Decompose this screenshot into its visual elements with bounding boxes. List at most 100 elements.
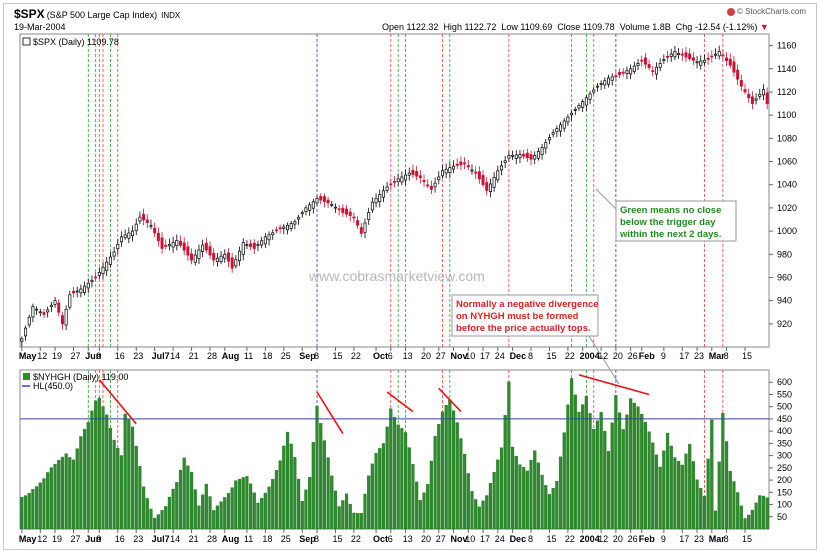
breadth-x-tick-label: Oct	[373, 534, 388, 544]
candle	[396, 178, 400, 183]
candle	[378, 194, 382, 202]
breadth-x-tick-label: 11	[244, 534, 253, 544]
breadth-bar	[581, 404, 585, 530]
breadth-bar	[426, 484, 430, 530]
candle	[57, 302, 61, 313]
candle	[393, 181, 396, 183]
breadth-bar	[673, 457, 677, 530]
candle	[422, 180, 426, 182]
candle	[651, 70, 655, 73]
breadth-bar	[761, 495, 766, 530]
candle	[116, 244, 120, 249]
breadth-bar	[396, 424, 400, 530]
breadth-bar	[27, 492, 31, 530]
price-x-tick-label: 13	[403, 351, 413, 361]
price-x-tick-label: 9	[661, 351, 666, 361]
candle	[274, 229, 278, 232]
candle	[710, 55, 714, 58]
price-x-tick-label: 8	[528, 351, 533, 361]
breadth-bar	[97, 397, 101, 530]
breadth-bar	[665, 432, 670, 530]
candle	[101, 266, 105, 274]
candle	[49, 304, 53, 307]
price-ytick-label: 1060	[777, 157, 797, 167]
breadth-bar	[156, 514, 160, 530]
breadth-x-tick-label: Jul7	[152, 534, 170, 544]
candle	[702, 59, 706, 63]
breadth-bar	[540, 474, 544, 530]
candle	[385, 186, 389, 191]
breadth-bar	[90, 410, 94, 530]
candle	[695, 61, 699, 64]
candle	[197, 249, 201, 259]
breadth-bar	[514, 455, 518, 530]
breadth-bar	[558, 456, 563, 530]
breadth-bar	[94, 400, 98, 530]
breadth-bar	[547, 494, 552, 530]
breadth-bar	[160, 510, 164, 530]
candle	[452, 165, 456, 170]
breadth-x-tick-label: 9	[661, 534, 666, 544]
breadth-bar	[584, 396, 588, 530]
candle	[691, 57, 695, 61]
candle	[629, 68, 633, 75]
candle	[739, 80, 743, 87]
breadth-bar	[20, 497, 24, 530]
breadth-bar	[42, 478, 46, 530]
breadth-bar	[352, 512, 356, 530]
breadth-bar	[691, 461, 695, 530]
breadth-x-tick-label: 8	[314, 534, 319, 544]
breadth-bar	[429, 460, 433, 530]
candle	[105, 261, 109, 272]
breadth-bar	[617, 412, 622, 530]
breadth-x-tick-label: 13	[403, 534, 413, 544]
breadth-bar	[378, 448, 382, 530]
price-ytick-label: 940	[777, 296, 792, 306]
breadth-bar	[171, 488, 175, 530]
candle	[714, 53, 717, 56]
breadth-bar	[437, 423, 441, 530]
candle	[614, 75, 618, 78]
candle	[127, 232, 131, 239]
open-label: Open	[382, 22, 405, 32]
price-x-tick-label: 11	[244, 351, 253, 361]
candle	[761, 89, 765, 96]
price-x-tick-label: 24	[495, 351, 505, 361]
candle	[584, 97, 588, 106]
candle	[131, 230, 135, 237]
price-legend-swatch	[22, 37, 31, 46]
candle	[315, 198, 319, 204]
breadth-bar	[308, 476, 312, 530]
candle	[444, 168, 448, 174]
breadth-bar	[544, 485, 548, 530]
breadth-x-tick-label: 27	[436, 534, 446, 544]
candle	[680, 53, 684, 56]
breadth-bar	[381, 443, 386, 530]
breadth-bar	[285, 431, 290, 530]
breadth-bar	[488, 482, 493, 530]
divergence-trendline	[98, 379, 137, 425]
breadth-bar	[695, 479, 699, 530]
candle	[271, 232, 275, 236]
breadth-ytick-label: 250	[777, 463, 792, 473]
price-legend-label: $SPX (Daily) 1109.78	[33, 37, 119, 47]
breadth-bar	[53, 463, 57, 530]
candle	[581, 101, 585, 108]
candle	[636, 63, 640, 66]
breadth-x-tick-label: 12	[37, 534, 47, 544]
breadth-bar	[610, 422, 614, 530]
candle	[260, 240, 264, 246]
candle	[249, 243, 253, 247]
breadth-ytick-label: 550	[777, 389, 792, 399]
candle	[208, 246, 212, 256]
candle	[404, 174, 408, 181]
candle	[171, 242, 175, 248]
volume-value: 1.8B	[652, 22, 671, 32]
breadth-bar	[49, 467, 53, 530]
exchange: INDX	[161, 11, 181, 20]
stockcharts-logo-icon	[726, 7, 735, 16]
breadth-bar	[134, 445, 138, 530]
breadth-bar	[758, 495, 762, 530]
